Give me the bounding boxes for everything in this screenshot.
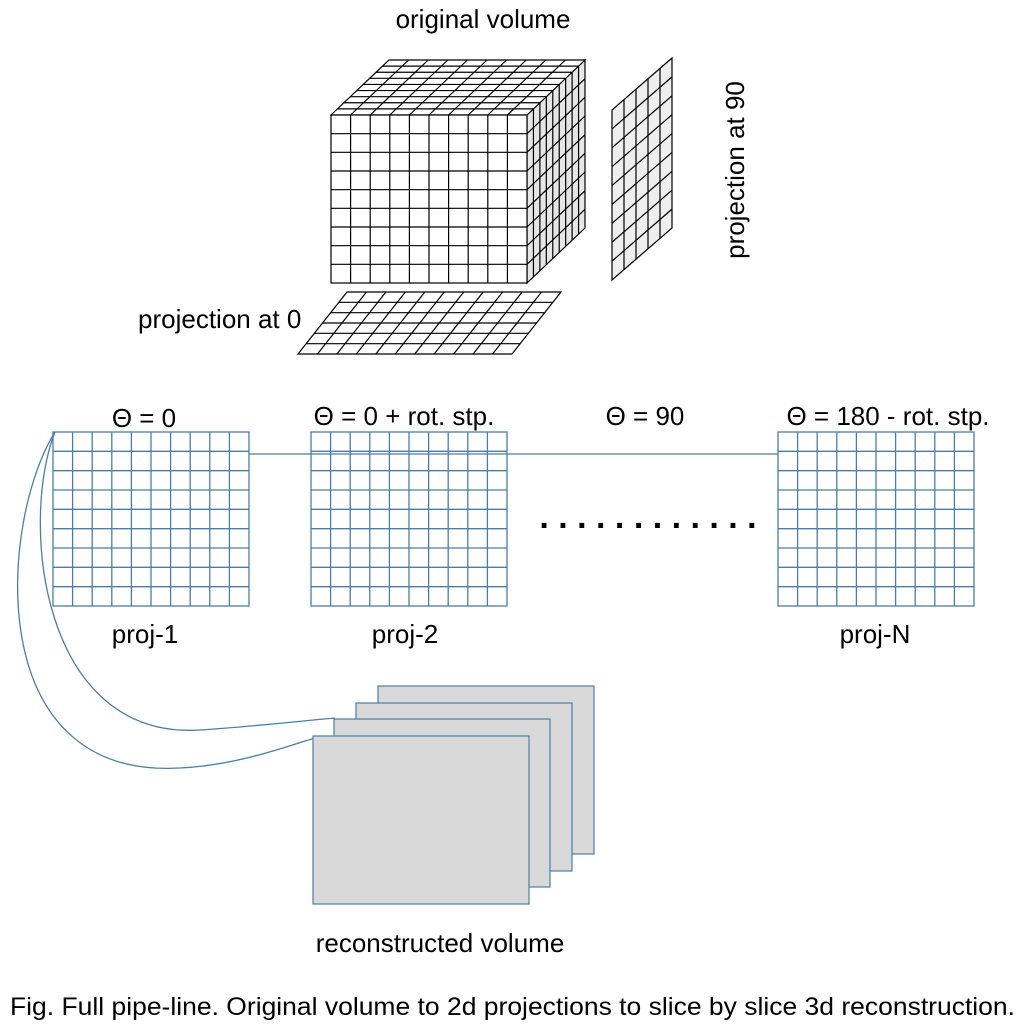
grid-line	[389, 59, 449, 116]
grid-line	[467, 59, 527, 116]
proj-1-label: proj-1	[112, 619, 178, 649]
grid-line	[611, 95, 673, 149]
grid-line	[611, 208, 673, 262]
original-volume-cube	[329, 58, 587, 285]
grid-line	[526, 152, 586, 209]
grid-line	[611, 151, 673, 205]
original-volume-label: original volume	[396, 4, 571, 34]
grid-line	[611, 76, 673, 130]
proj-1-grid	[52, 431, 250, 607]
projection-90-plane	[611, 56, 673, 282]
connector-curve-outer	[16, 431, 316, 769]
proj-2-grid	[310, 431, 508, 607]
theta-180-label: Θ = 180 - rot. stp.	[786, 401, 989, 431]
grid-line	[526, 115, 586, 172]
grid-line	[611, 114, 673, 168]
proj-n-grid	[777, 431, 975, 607]
grid-line	[506, 59, 566, 116]
connector-curve-inner	[39, 431, 336, 731]
grid-line	[408, 59, 468, 116]
grid-line	[369, 59, 429, 116]
grid-line	[611, 170, 673, 224]
grid-line	[526, 190, 586, 247]
grid-line	[448, 59, 508, 116]
theta-90-label: Θ = 90	[606, 401, 685, 431]
grid-line	[526, 208, 586, 265]
proj-2-label: proj-2	[372, 619, 438, 649]
grid-line	[526, 134, 586, 191]
ellipsis-dots: . . . . . . . . . . . .	[539, 498, 756, 536]
projection-90-label: projection at 90	[720, 81, 750, 259]
grid-line	[611, 189, 673, 243]
slice-1	[312, 735, 530, 905]
grid-line	[350, 59, 410, 116]
projection-0-label: projection at 0	[138, 304, 301, 334]
theta-0-label: Θ = 0	[112, 403, 176, 433]
figure-caption: Fig. Full pipe-line. Original volume to …	[10, 993, 1015, 1021]
reconstructed-volume-stack	[312, 685, 595, 905]
grid-line	[487, 59, 547, 116]
grid-line	[526, 171, 586, 228]
grid-line	[428, 59, 488, 116]
theta-step-label: Θ = 0 + rot. stp.	[314, 401, 495, 431]
proj-n-label: proj-N	[840, 619, 911, 649]
projection-0-plane	[296, 291, 563, 355]
grid-line	[526, 96, 586, 153]
reconstructed-volume-label: reconstructed volume	[316, 928, 565, 958]
grid-line	[611, 133, 673, 187]
grid-line	[526, 78, 586, 135]
